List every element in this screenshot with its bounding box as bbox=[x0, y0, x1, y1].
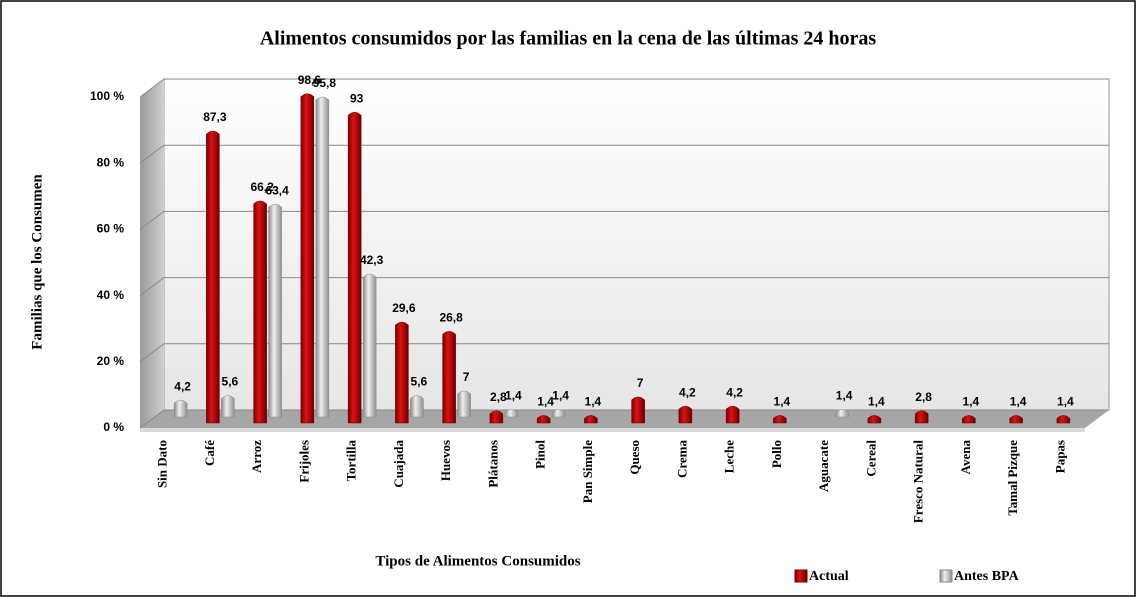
floor bbox=[140, 410, 1109, 428]
x-tick-label: Pan Simple bbox=[580, 440, 595, 503]
value-label: 4,2 bbox=[726, 385, 743, 399]
x-tick-label: Huevos bbox=[438, 440, 453, 481]
bar bbox=[867, 415, 882, 424]
bar bbox=[457, 390, 471, 418]
value-label: 4,2 bbox=[174, 379, 191, 393]
value-label: 7 bbox=[637, 376, 644, 390]
bar bbox=[725, 405, 740, 424]
x-tick-label: Queso bbox=[627, 440, 642, 475]
x-tick-label: Café bbox=[202, 440, 217, 466]
value-label: 1,4 bbox=[868, 395, 885, 409]
x-tick-label: Pinol bbox=[533, 440, 548, 469]
legend-swatch bbox=[794, 569, 808, 583]
x-tick-label: Cereal bbox=[863, 440, 878, 477]
x-tick-label: Aguacate bbox=[816, 440, 831, 492]
x-axis-label: Tipos de Alimentos Consumidos bbox=[375, 553, 580, 569]
y-tick-label: 100 % bbox=[90, 89, 124, 103]
chart-title: Alimentos consumidos por las familias en… bbox=[260, 28, 877, 50]
bar bbox=[631, 396, 645, 424]
bar bbox=[584, 415, 598, 424]
bar bbox=[835, 409, 849, 418]
value-label: 93 bbox=[350, 91, 364, 105]
bar bbox=[315, 96, 330, 418]
value-label: 5,6 bbox=[222, 375, 239, 389]
x-tick-label: Crema bbox=[674, 440, 689, 479]
y-tick-label: 60 % bbox=[97, 222, 125, 236]
bar bbox=[1009, 415, 1023, 424]
value-label: 98,6 bbox=[298, 73, 322, 87]
x-tick-label: Sin Dato bbox=[155, 440, 170, 488]
grid-line bbox=[139, 210, 1109, 230]
value-label: 29,6 bbox=[392, 301, 416, 315]
value-label: 1,4 bbox=[537, 395, 554, 409]
value-label: 1,4 bbox=[505, 389, 522, 403]
grid-line bbox=[139, 78, 1109, 98]
bar bbox=[504, 409, 519, 418]
value-label: 2,8 bbox=[915, 390, 932, 404]
value-label: 4,2 bbox=[679, 385, 696, 399]
x-tick-label: Papas bbox=[1052, 440, 1067, 473]
value-label: 1,4 bbox=[1010, 395, 1027, 409]
value-label: 7 bbox=[463, 370, 470, 384]
x-tick-label: Cuajada bbox=[391, 440, 406, 488]
value-label: 87,3 bbox=[203, 110, 227, 124]
x-tick-label: Pollo bbox=[769, 440, 784, 468]
bar bbox=[268, 203, 282, 418]
x-tick-label: Avena bbox=[958, 440, 973, 475]
value-label: 42,3 bbox=[360, 253, 384, 267]
bar bbox=[221, 395, 235, 418]
floor-front bbox=[140, 428, 1085, 432]
y-tick-label: 80 % bbox=[97, 155, 125, 169]
value-label: 1,4 bbox=[836, 389, 853, 403]
value-label: 1,4 bbox=[774, 395, 791, 409]
legend-label: Antes BPA bbox=[954, 569, 1020, 584]
bar bbox=[489, 410, 504, 424]
bar bbox=[410, 395, 424, 418]
x-tick-label: Arroz bbox=[249, 440, 264, 473]
value-label: 66,2 bbox=[250, 180, 274, 194]
x-tick-label: Tortilla bbox=[344, 440, 359, 482]
x-tick-label: Plátanos bbox=[485, 440, 500, 488]
value-label: 63,4 bbox=[265, 183, 289, 197]
x-tick-label: Tamal Pizque bbox=[1005, 440, 1020, 516]
grid-line bbox=[139, 144, 1109, 164]
bar bbox=[347, 111, 362, 424]
bar bbox=[1056, 415, 1071, 424]
value-label: 1,4 bbox=[585, 395, 602, 409]
y-axis-label: Familias que los Consumen bbox=[29, 174, 45, 350]
y-tick-label: 40 % bbox=[97, 288, 125, 302]
bar bbox=[773, 415, 787, 424]
bar bbox=[914, 410, 929, 424]
value-label: 1,4 bbox=[963, 395, 980, 409]
bar bbox=[206, 130, 220, 424]
bar bbox=[442, 331, 456, 424]
y-tick-label: 20 % bbox=[97, 354, 125, 368]
x-tick-label: Fresco Natural bbox=[911, 440, 926, 524]
bar bbox=[962, 415, 976, 424]
y-tick-label: 0 % bbox=[103, 420, 124, 434]
side-wall bbox=[140, 79, 164, 428]
bar bbox=[300, 93, 315, 424]
legend-label: Actual bbox=[809, 569, 849, 584]
value-label: 5,6 bbox=[411, 375, 428, 389]
bar bbox=[678, 405, 693, 424]
bar bbox=[173, 399, 188, 418]
bar bbox=[395, 321, 409, 424]
bar bbox=[253, 200, 267, 424]
x-tick-label: Leche bbox=[722, 440, 737, 473]
value-label: 95,8 bbox=[313, 76, 337, 90]
legend-swatch bbox=[939, 569, 953, 583]
x-tick-label: Frijoles bbox=[296, 440, 311, 483]
value-label: 1,4 bbox=[1057, 395, 1074, 409]
value-label: 2,8 bbox=[490, 390, 507, 404]
value-label: 26,8 bbox=[439, 310, 463, 324]
grid-line bbox=[139, 343, 1109, 363]
bar bbox=[551, 409, 566, 418]
value-label: 1,4 bbox=[552, 389, 569, 403]
bar bbox=[536, 415, 551, 424]
bar bbox=[362, 273, 377, 418]
grid-line bbox=[139, 277, 1109, 297]
grid-line bbox=[139, 409, 1109, 429]
